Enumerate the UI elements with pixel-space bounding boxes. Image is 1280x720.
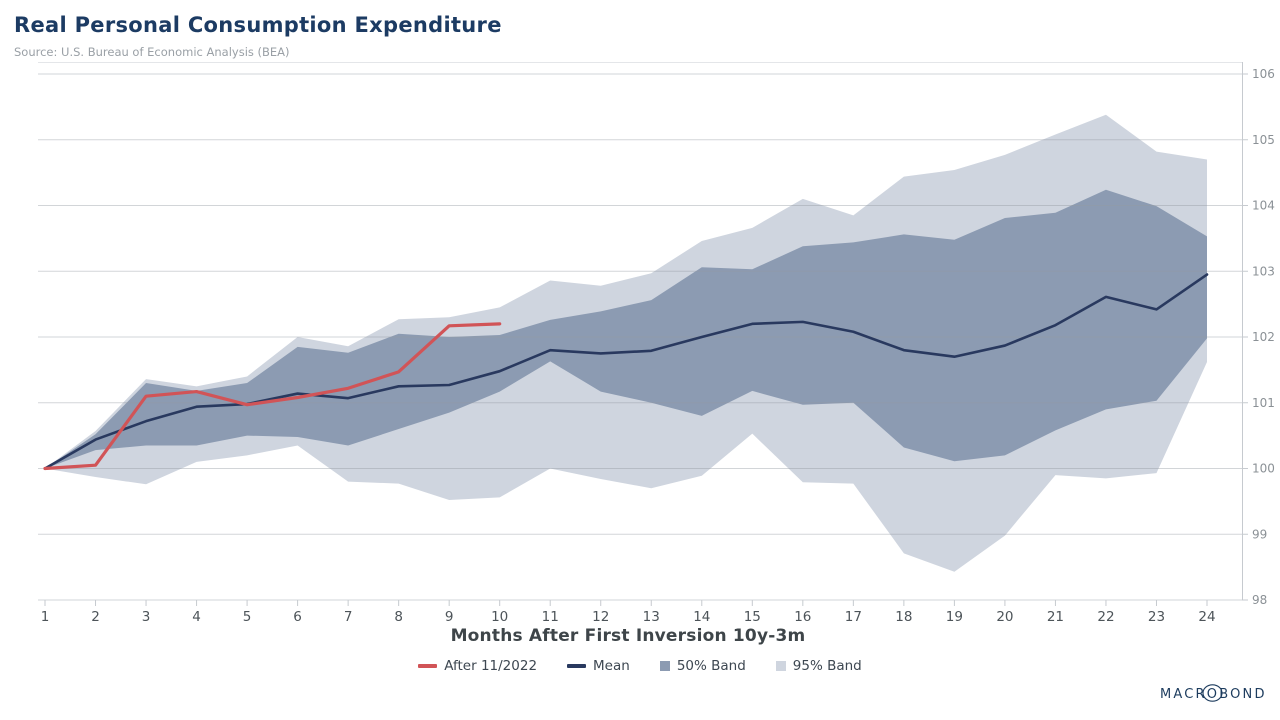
x-tick-label: 14 (693, 609, 710, 625)
legend-label: After 11/2022 (444, 658, 538, 674)
x-tick-label: 23 (1148, 609, 1165, 625)
legend-item-after-112022: After 11/2022 (418, 658, 537, 674)
legend-label: Mean (593, 658, 630, 674)
macrobond-logo-ellipse (1202, 684, 1223, 702)
band-95-swatch (775, 661, 786, 671)
y-tick-label: 105 (1252, 133, 1275, 147)
y-tick-label: 98 (1252, 593, 1267, 607)
x-tick-label: 1 (41, 609, 50, 625)
x-tick-label: 11 (542, 609, 559, 625)
chart-legend: After 11/2022 Mean 50% Band 95% Band (0, 658, 1280, 674)
macrobond-logo: MACROBOND (1160, 682, 1264, 708)
y-tick-label: 100 (1252, 462, 1275, 476)
x-tick-label: 16 (794, 609, 811, 625)
y-tick-label: 106 (1252, 67, 1275, 81)
page-title: Real Personal Consumption Expenditure (14, 13, 502, 37)
series-lines (43, 273, 1209, 471)
legend-label: 50% Band (676, 658, 746, 674)
mean-line (43, 273, 1209, 470)
x-tick-label: 17 (845, 609, 862, 625)
x-axis-title: Months After First Inversion 10y-3m (450, 626, 806, 646)
x-tick-label: 21 (1047, 609, 1064, 625)
y-tick-label: 99 (1252, 527, 1267, 541)
x-tick-label: 12 (592, 609, 609, 625)
y-tick-label: 101 (1252, 396, 1275, 410)
legend-item-95-band: 95% Band (775, 658, 862, 674)
band-50-swatch (659, 661, 670, 671)
x-tick-label: 9 (445, 609, 454, 625)
page-subtitle: Source: U.S. Bureau of Economic Analysis… (14, 45, 290, 59)
y-tick-label: 103 (1252, 264, 1275, 278)
x-tick-label: 10 (491, 609, 508, 625)
x-tick-label: 20 (996, 609, 1013, 625)
bands-layer (45, 114, 1207, 572)
after-112022-line-swatch (418, 664, 438, 668)
x-tick-label: 4 (192, 609, 201, 625)
macrobond-logo-text: MACROBOND (1160, 687, 1264, 702)
x-tick-label: 6 (293, 609, 302, 625)
mean-line-swatch (567, 664, 587, 668)
x-tick-label: 22 (1097, 609, 1114, 625)
x-tick-label: 24 (1198, 609, 1215, 625)
y-tick-label: 102 (1252, 330, 1275, 344)
band-50-band (45, 189, 1207, 469)
after-11-2022-line (43, 322, 502, 471)
x-tick-label: 13 (643, 609, 660, 625)
gridlines (38, 62, 1242, 601)
x-tick-label: 15 (744, 609, 761, 625)
x-tick-label: 19 (946, 609, 963, 625)
x-tick-label: 18 (895, 609, 912, 625)
x-tick-label: 2 (91, 609, 100, 625)
y-tick-label: 104 (1252, 199, 1275, 213)
legend-item-mean: Mean (567, 658, 630, 674)
legend-item-50-band: 50% Band (659, 658, 746, 674)
x-tick-label: 7 (344, 609, 353, 625)
x-tick-label: 8 (394, 609, 403, 625)
x-tick-label: 5 (243, 609, 252, 625)
legend-label: 95% Band (792, 658, 862, 674)
x-tick-label: 3 (142, 609, 151, 625)
